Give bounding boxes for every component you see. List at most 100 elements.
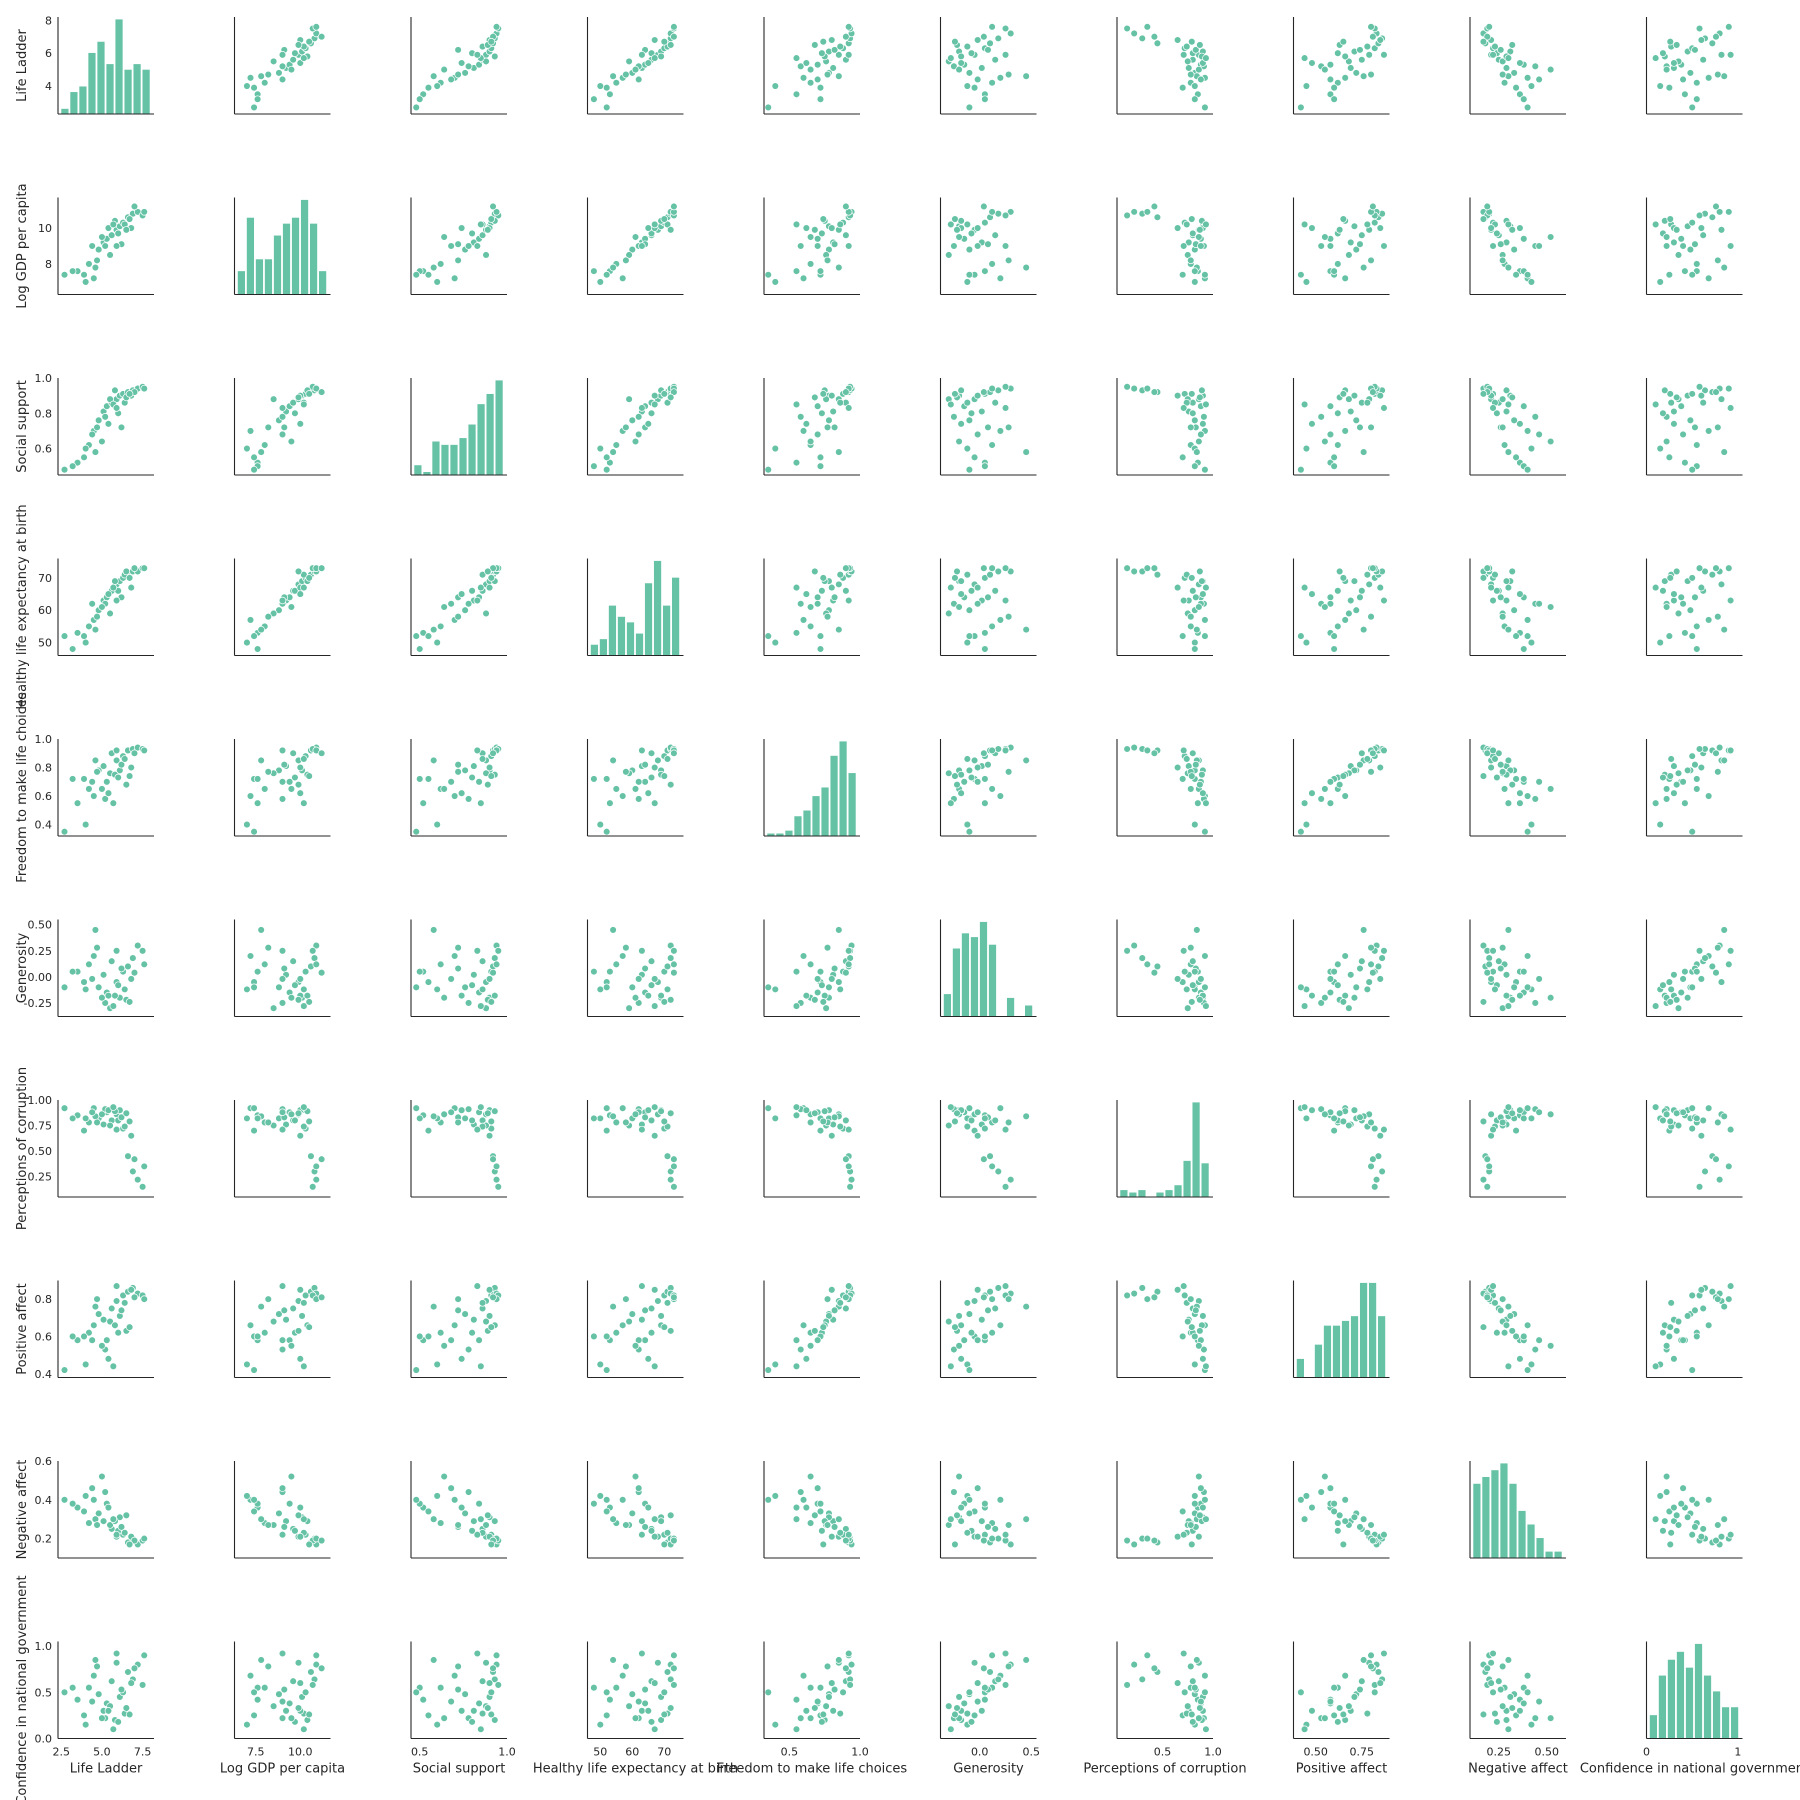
point-social_support-vs-generosity-12 [994, 386, 1003, 395]
point-life_expectancy-vs-generosity-0 [981, 629, 989, 637]
point-positive_affect-vs-log_gdp-31 [300, 1362, 308, 1371]
point-social_support-vs-life_ladder-18 [101, 413, 109, 421]
panel-negative_affect-vs-confidence [1645, 1461, 1743, 1559]
point-corruption-vs-life_ladder-32 [122, 1109, 131, 1118]
point-freedom-vs-life_ladder-3 [90, 792, 98, 800]
point-corruption-vs-confidence-17 [1720, 1112, 1728, 1121]
point-generosity-vs-freedom-27 [764, 983, 772, 992]
point-life_expectancy-vs-freedom-31 [792, 583, 801, 592]
point-life_ladder-vs-generosity-22 [984, 46, 992, 54]
point-generosity-vs-social_support-17 [429, 926, 438, 934]
point-log_gdp-vs-generosity-16 [963, 278, 972, 286]
point-social_support-vs-confidence-28 [1679, 430, 1687, 439]
point-log_gdp-vs-social_support-35 [487, 215, 496, 223]
point-corruption-vs-life_ladder-29 [98, 1110, 106, 1119]
point-negative_affect-vs-corruption-29 [1195, 1472, 1203, 1481]
point-social_support-vs-positive_affect-3 [1341, 427, 1349, 435]
point-life_ladder-vs-negative_affect-1 [1500, 79, 1509, 87]
point-log_gdp-vs-negative_affect-31 [1504, 220, 1513, 229]
point-negative_affect-vs-corruption-2 [1178, 1507, 1187, 1516]
point-life_ladder-vs-freedom-24 [828, 36, 836, 44]
point-freedom-vs-social_support-5 [470, 762, 478, 770]
point-social_support-vs-generosity-16 [963, 444, 972, 453]
point-freedom-vs-generosity-25 [980, 749, 988, 758]
point-negative_affect-vs-freedom-26 [816, 1499, 825, 1508]
point-confidence-vs-generosity-2 [970, 1711, 979, 1720]
point-confidence-vs-positive_affect-33 [1367, 1662, 1375, 1671]
point-life_expectancy-vs-generosity-14 [1001, 564, 1010, 572]
point-life_ladder-vs-positive_affect-26 [1330, 95, 1338, 103]
point-generosity-vs-log_gdp-33 [264, 943, 273, 952]
point-positive_affect-vs-social_support-23 [478, 1299, 487, 1307]
point-positive_affect-vs-life_ladder-28 [88, 1336, 96, 1344]
point-positive_affect-vs-negative_affect-17 [1504, 1302, 1513, 1311]
point-log_gdp-vs-generosity-1 [988, 260, 996, 268]
point-generosity-vs-corruption-3 [1201, 952, 1209, 960]
point-life_ladder-vs-life_expectancy-20 [657, 52, 665, 61]
point-life_expectancy-vs-social_support-31 [477, 583, 485, 592]
point-social_support-vs-life_ladder-30 [104, 420, 113, 428]
point-social_support-vs-confidence-12 [1701, 386, 1709, 395]
point-log_gdp-vs-social_support-18 [464, 242, 473, 250]
point-corruption-vs-positive_affect-35 [1339, 1117, 1348, 1126]
point-social_support-vs-life_ladder-26 [68, 462, 77, 470]
point-confidence-vs-life_ladder-1 [85, 1683, 93, 1692]
point-generosity-vs-negative_affect-4 [1510, 983, 1518, 992]
point-life_ladder-vs-corruption-24 [1173, 36, 1182, 44]
point-negative_affect-vs-confidence-6 [1677, 1499, 1685, 1508]
point-log_gdp-vs-generosity-20 [957, 217, 965, 225]
point-generosity-vs-positive_affect-5 [1346, 971, 1355, 979]
point-life_ladder-vs-generosity-7 [991, 55, 999, 64]
point-social_support-vs-life_ladder-17 [91, 448, 100, 456]
point-life_ladder-vs-confidence-7 [1699, 55, 1707, 64]
point-freedom-vs-confidence-5 [1670, 762, 1678, 770]
point-positive_affect-vs-life_expectancy-4 [628, 1310, 637, 1318]
point-corruption-vs-life_ladder-26 [68, 1114, 77, 1123]
point-confidence-vs-life_expectancy-35 [660, 1710, 669, 1719]
point-negative_affect-vs-generosity-34 [1001, 1530, 1010, 1539]
point-confidence-vs-log_gdp-24 [296, 1679, 305, 1687]
point-life_expectancy-vs-life_ladder-26 [68, 645, 77, 653]
point-generosity-vs-freedom-3 [799, 952, 808, 960]
point-positive_affect-vs-confidence-35 [1666, 1323, 1675, 1331]
point-confidence-vs-life_expectancy-34 [638, 1649, 646, 1658]
point-corruption-vs-generosity-13 [1006, 1175, 1015, 1184]
point-social_support-vs-corruption-21 [1189, 409, 1197, 418]
point-positive_affect-vs-generosity-29 [955, 1342, 963, 1350]
point-freedom-vs-life_expectancy-25 [670, 749, 678, 758]
point-confidence-vs-generosity-0 [981, 1695, 989, 1704]
point-social_support-vs-positive_affect-5 [1346, 407, 1355, 416]
point-social_support-vs-confidence-32 [1672, 393, 1681, 402]
point-corruption-vs-generosity-28 [973, 1108, 982, 1116]
point-social_support-vs-positive_affect-29 [1321, 437, 1329, 446]
point-corruption-vs-negative_affect-34 [1489, 1125, 1497, 1134]
point-life_ladder-vs-freedom-16 [771, 82, 780, 90]
point-positive_affect-vs-corruption-30 [1199, 1355, 1207, 1363]
point-freedom-vs-social_support-27 [412, 827, 420, 836]
point-positive_affect-vs-life_expectancy-6 [641, 1336, 649, 1344]
point-confidence-vs-negative_affect-20 [1502, 1716, 1511, 1724]
point-life_expectancy-vs-positive_affect-9 [1350, 577, 1359, 585]
point-freedom-vs-generosity-24 [973, 763, 982, 772]
point-confidence-vs-positive_affect-28 [1326, 1697, 1335, 1706]
point-confidence-vs-generosity-32 [953, 1704, 961, 1712]
point-confidence-vs-freedom-1 [806, 1683, 815, 1692]
point-log_gdp-vs-freedom-28 [813, 242, 822, 250]
point-confidence-vs-positive_affect-22 [1356, 1685, 1364, 1694]
point-negative_affect-vs-positive_affect-17 [1359, 1515, 1368, 1523]
point-log_gdp-vs-corruption-28 [1197, 242, 1205, 250]
point-social_support-vs-freedom-5 [829, 407, 837, 416]
hist-bar-life_expectancy-0 [589, 643, 599, 656]
point-life_ladder-vs-confidence-16 [1656, 82, 1664, 90]
ytick-life_expectancy-1: 60 [38, 604, 52, 617]
point-life_expectancy-vs-life_ladder-28 [88, 600, 96, 608]
point-social_support-vs-freedom-30 [802, 420, 811, 428]
point-log_gdp-vs-freedom-7 [842, 231, 850, 239]
point-freedom-vs-life_expectancy-21 [647, 773, 656, 782]
point-generosity-vs-life_expectancy-4 [628, 983, 637, 992]
point-confidence-vs-positive_affect-34 [1380, 1649, 1388, 1658]
point-social_support-vs-freedom-25 [842, 388, 850, 396]
